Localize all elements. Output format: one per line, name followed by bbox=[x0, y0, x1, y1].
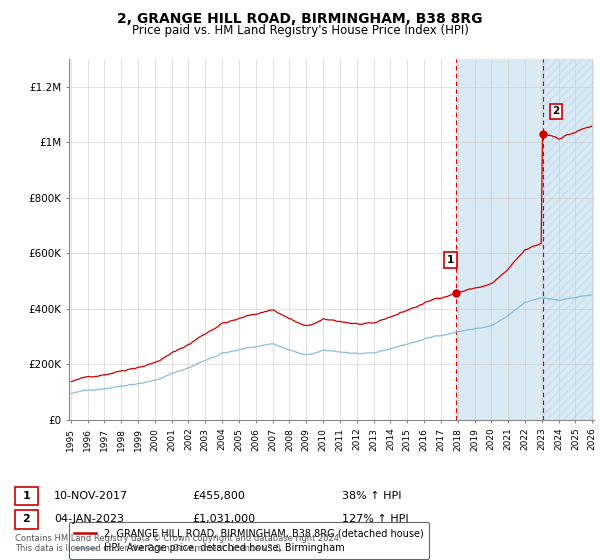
Text: £1,031,000: £1,031,000 bbox=[192, 514, 255, 524]
Bar bbox=[542, 59, 600, 420]
Text: 2: 2 bbox=[553, 106, 560, 116]
Legend: 2, GRANGE HILL ROAD, BIRMINGHAM, B38 8RG (detached house), HPI: Average price, d: 2, GRANGE HILL ROAD, BIRMINGHAM, B38 8RG… bbox=[68, 522, 429, 559]
Text: 1: 1 bbox=[23, 491, 30, 501]
Text: 127% ↑ HPI: 127% ↑ HPI bbox=[342, 514, 409, 524]
Text: 04-JAN-2023: 04-JAN-2023 bbox=[54, 514, 124, 524]
Text: Contains HM Land Registry data © Crown copyright and database right 2024.
This d: Contains HM Land Registry data © Crown c… bbox=[15, 534, 341, 553]
Text: 1: 1 bbox=[447, 255, 454, 265]
Text: 38% ↑ HPI: 38% ↑ HPI bbox=[342, 491, 401, 501]
Text: 10-NOV-2017: 10-NOV-2017 bbox=[54, 491, 128, 501]
Text: 2: 2 bbox=[23, 514, 30, 524]
Bar bbox=[455, 59, 542, 420]
Text: 2, GRANGE HILL ROAD, BIRMINGHAM, B38 8RG: 2, GRANGE HILL ROAD, BIRMINGHAM, B38 8RG bbox=[117, 12, 483, 26]
Text: Price paid vs. HM Land Registry's House Price Index (HPI): Price paid vs. HM Land Registry's House … bbox=[131, 24, 469, 37]
Text: £455,800: £455,800 bbox=[192, 491, 245, 501]
Bar bbox=[542, 59, 600, 420]
